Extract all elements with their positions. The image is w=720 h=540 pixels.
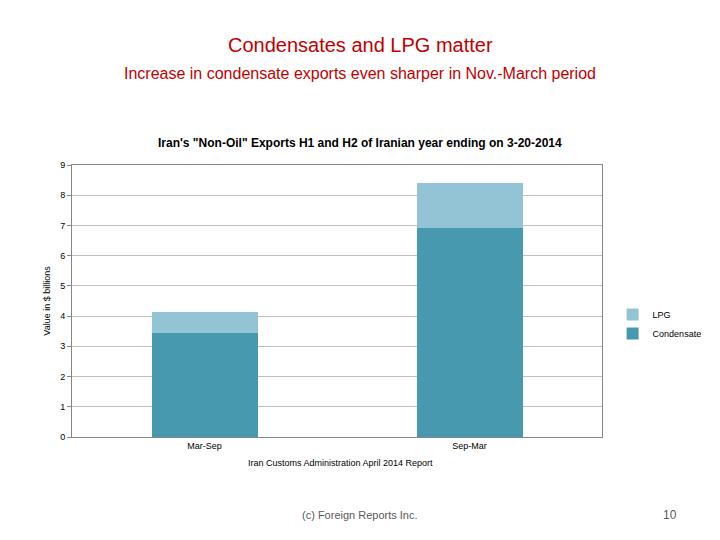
svg-text:10: 10 — [663, 508, 677, 522]
svg-text:Condensates and LPG matter: Condensates and LPG matter — [228, 34, 493, 56]
svg-text:Sep-Mar: Sep-Mar — [452, 441, 487, 451]
svg-text:Iran Customs Administration Ap: Iran Customs Administration April 2014 R… — [248, 458, 433, 468]
svg-text:3: 3 — [60, 341, 65, 351]
svg-text:6: 6 — [60, 251, 65, 261]
svg-text:Condensate: Condensate — [653, 329, 702, 339]
svg-text:Iran's "Non-Oil" Exports H1 an: Iran's "Non-Oil" Exports H1 and H2 of Ir… — [158, 136, 562, 150]
svg-text:Value in $ billions: Value in $ billions — [42, 266, 52, 336]
svg-text:2: 2 — [60, 372, 65, 382]
svg-text:LPG: LPG — [653, 310, 671, 320]
svg-text:1: 1 — [60, 402, 65, 412]
svg-text:0: 0 — [60, 432, 65, 442]
svg-text:5: 5 — [60, 281, 65, 291]
svg-text:8: 8 — [60, 190, 65, 200]
svg-text:4: 4 — [60, 311, 65, 321]
svg-text:9: 9 — [60, 160, 65, 170]
svg-text:7: 7 — [60, 221, 65, 231]
svg-text:Increase in condensate exports: Increase in condensate exports even shar… — [124, 65, 596, 82]
svg-text:(c) Foreign Reports Inc.: (c) Foreign Reports Inc. — [302, 509, 418, 521]
svg-text:Mar-Sep: Mar-Sep — [187, 441, 222, 451]
